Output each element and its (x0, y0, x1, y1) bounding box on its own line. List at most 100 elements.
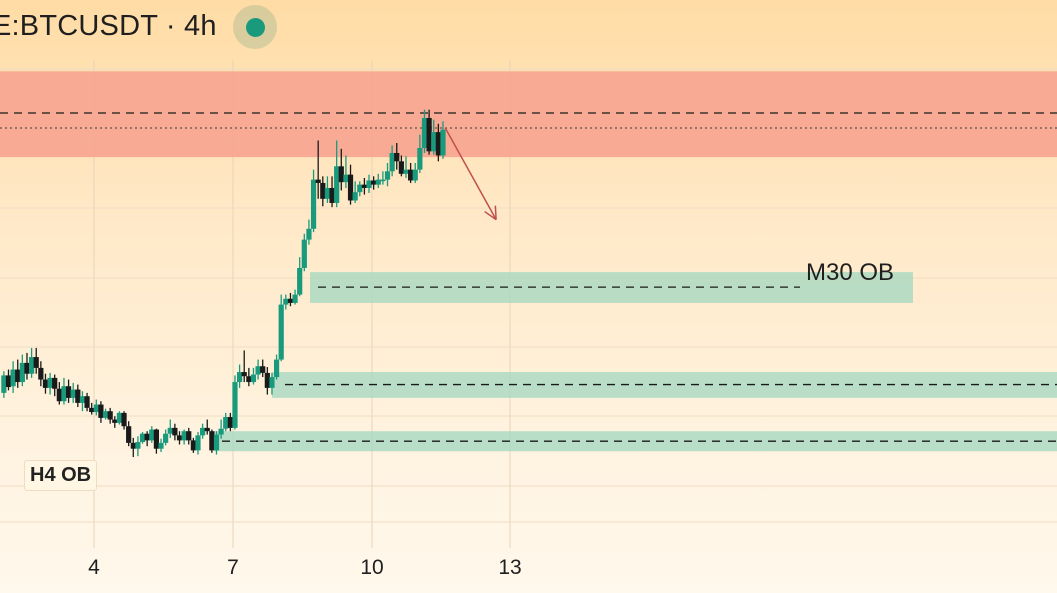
candle-body (181, 431, 187, 441)
candle-body (412, 169, 418, 181)
x-tick-label: 7 (227, 556, 239, 579)
candle-body (315, 179, 321, 183)
candle-body (33, 357, 39, 368)
arrow-head (484, 210, 497, 221)
candle-body (84, 396, 90, 408)
candle-body (246, 376, 252, 383)
candle (287, 292, 294, 307)
candle-body (343, 174, 349, 183)
candle (153, 428, 159, 454)
candle-body (172, 427, 178, 436)
candle (33, 347, 39, 374)
candle-body (98, 404, 104, 418)
candle (116, 411, 123, 425)
candle-body (394, 152, 400, 162)
candle (213, 431, 220, 455)
candle (352, 181, 358, 203)
candle (107, 407, 113, 424)
arrow-shaft (444, 127, 497, 220)
candle (15, 359, 21, 388)
candle (403, 156, 409, 178)
candle (149, 426, 155, 443)
candle (135, 436, 141, 457)
candle (144, 431, 150, 447)
candle-body (232, 382, 238, 428)
candle-body (264, 372, 270, 388)
candle-body (29, 357, 35, 374)
candle (380, 171, 386, 185)
candle-body (306, 228, 312, 240)
candle (204, 419, 210, 435)
candle (79, 391, 86, 412)
candle-body (102, 411, 109, 418)
candle (24, 352, 30, 380)
candle-body (1, 375, 7, 393)
candle (121, 411, 127, 430)
candle (398, 155, 404, 177)
candle (421, 109, 428, 153)
candle (1, 371, 7, 398)
candles (1, 109, 446, 458)
symbol-title[interactable]: E:BTCUSDT · 4h (0, 9, 217, 42)
candle (408, 162, 414, 183)
candle (98, 401, 104, 423)
chart-header: E:BTCUSDT · 4h (0, 0, 1057, 52)
candle-body (176, 435, 183, 441)
candle-body (52, 377, 58, 389)
candle (371, 176, 377, 190)
candle (260, 359, 266, 378)
x-tick-label: 4 (88, 556, 100, 579)
candle-body (408, 169, 414, 181)
candle-body (24, 362, 30, 374)
h4-ob-label: H4 OB (24, 460, 98, 491)
candle (139, 432, 146, 444)
candle (435, 123, 441, 162)
candle-body (241, 372, 247, 377)
candle (19, 354, 25, 387)
candle-body (273, 359, 280, 378)
candle-body (19, 362, 25, 383)
candle-body (38, 367, 44, 380)
candle-body (126, 426, 132, 443)
candle (273, 354, 280, 380)
candle-body (107, 411, 113, 420)
market-status-indicator[interactable] (233, 5, 277, 49)
candle (394, 142, 400, 170)
candle (417, 134, 423, 173)
candle (218, 419, 224, 439)
candle (412, 162, 418, 183)
candle-body (218, 428, 224, 435)
candle (384, 162, 391, 187)
candle (52, 374, 58, 397)
candle-body (65, 386, 72, 398)
candle (320, 176, 326, 207)
candle-body (227, 417, 233, 428)
candle (65, 379, 72, 403)
candle-body (352, 192, 358, 201)
supply-zone (0, 71, 1057, 158)
candle-body (186, 431, 192, 441)
candle-body (338, 166, 344, 183)
candle-body (435, 132, 441, 156)
candle (269, 372, 275, 395)
candle-body (167, 427, 173, 434)
candle-body (10, 369, 16, 387)
candle (338, 148, 344, 191)
candle (389, 145, 395, 177)
candle-body (223, 417, 229, 429)
candle-body (301, 239, 307, 268)
arrow-head (494, 205, 497, 220)
candle (301, 233, 307, 272)
candle-body (112, 419, 118, 423)
candle-body (116, 412, 123, 423)
candle-body (269, 377, 275, 388)
candle (329, 176, 335, 208)
candle (158, 438, 164, 453)
candle (70, 382, 76, 403)
candle (246, 367, 252, 387)
candle-body (70, 389, 76, 398)
candle-body (403, 169, 409, 174)
candle-body (200, 427, 206, 436)
candle (357, 181, 363, 197)
